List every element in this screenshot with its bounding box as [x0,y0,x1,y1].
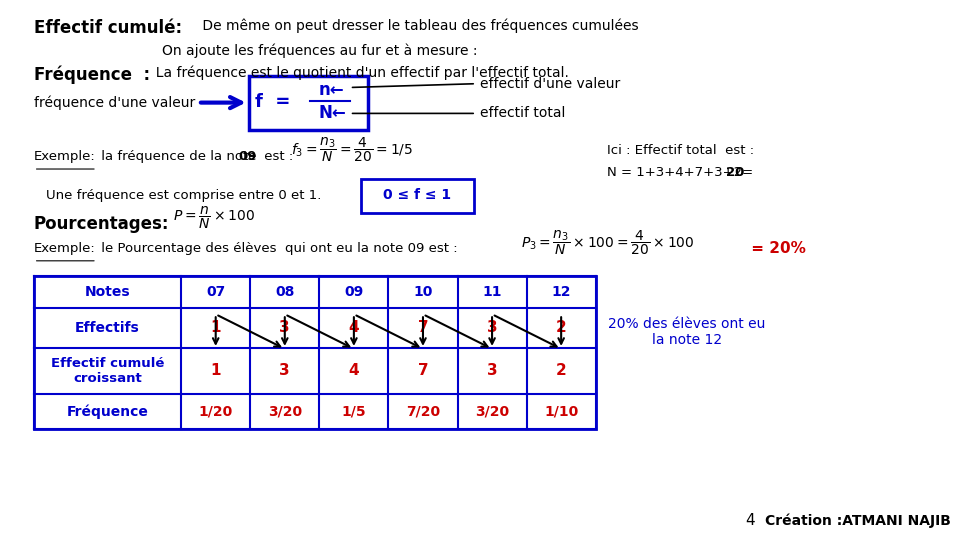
Text: Notes: Notes [84,285,131,299]
Text: 3: 3 [487,320,497,335]
Text: 08: 08 [276,285,295,299]
Text: = 20%: = 20% [746,241,805,256]
Text: 1: 1 [210,320,221,335]
Text: 1/5: 1/5 [342,405,366,418]
Text: 7: 7 [418,320,428,335]
Text: $f_3 = \dfrac{n_3}{N} = \dfrac{4}{20} = 1/5$: $f_3 = \dfrac{n_3}{N} = \dfrac{4}{20} = … [291,136,413,165]
Text: La fréquence est le quotient d'un effectif par l'effectif total.: La fréquence est le quotient d'un effect… [148,66,569,80]
Text: effectif d'une valeur: effectif d'une valeur [480,77,620,91]
Text: 20: 20 [727,166,745,179]
Text: Pourcentages:: Pourcentages: [34,214,169,233]
Text: Effectif cumulé:: Effectif cumulé: [34,19,181,37]
Text: 4: 4 [348,363,359,379]
Text: $P = \dfrac{n}{N} \times 100$: $P = \dfrac{n}{N} \times 100$ [173,205,254,231]
Bar [34,276,596,429]
Text: Une fréquence est comprise entre 0 et 1.: Une fréquence est comprise entre 0 et 1. [46,189,322,202]
Text: 07: 07 [206,285,226,299]
Text: 3: 3 [487,363,497,379]
Text: Fréquence  :: Fréquence : [34,66,150,84]
Text: n←: n← [319,81,344,99]
Text: 4: 4 [348,320,359,335]
Text: Effectifs: Effectifs [75,321,140,335]
Text: 3: 3 [279,320,290,335]
Text: 7/20: 7/20 [406,405,440,418]
Text: 7: 7 [418,363,428,379]
Text: la fréquence de la note: la fréquence de la note [97,150,261,163]
Text: Effectif cumulé
croissant: Effectif cumulé croissant [51,357,164,385]
Text: Ici : Effectif total  est :: Ici : Effectif total est : [607,144,754,157]
Text: 1/10: 1/10 [544,405,578,418]
Text: Exemple:: Exemple: [34,242,95,255]
Text: f  =: f = [255,92,291,111]
FancyBboxPatch shape [361,179,473,213]
Text: effectif total: effectif total [480,106,565,120]
Text: On ajoute les fréquences au fur et à mesure :: On ajoute les fréquences au fur et à mes… [162,43,478,58]
Text: le Pourcentage des élèves  qui ont eu la note 09 est :: le Pourcentage des élèves qui ont eu la … [97,242,458,255]
Text: 09: 09 [238,150,257,163]
Text: 20% des élèves ont eu
la note 12: 20% des élèves ont eu la note 12 [608,317,765,347]
Text: $P_3 = \dfrac{n_3}{N} \times 100 = \dfrac{4}{20} \times 100$: $P_3 = \dfrac{n_3}{N} \times 100 = \dfra… [520,228,694,258]
Text: 2: 2 [556,320,566,335]
Text: N←: N← [319,104,347,123]
Text: est :: est : [259,150,297,163]
Text: 3/20: 3/20 [475,405,509,418]
Text: fréquence d'une valeur: fréquence d'une valeur [34,96,195,110]
Text: 3: 3 [279,363,290,379]
Text: 3/20: 3/20 [268,405,301,418]
Text: 1/20: 1/20 [199,405,233,418]
Text: Création :ATMANI NAJIB: Création :ATMANI NAJIB [765,514,951,528]
Text: N = 1+3+4+7+3+2=: N = 1+3+4+7+3+2= [607,166,753,179]
Text: 1: 1 [210,363,221,379]
Text: De même on peut dresser le tableau des fréquences cumulées: De même on peut dresser le tableau des f… [198,19,638,33]
FancyBboxPatch shape [249,76,369,130]
Text: 2: 2 [556,363,566,379]
Text: Fréquence: Fréquence [66,404,149,419]
Text: 09: 09 [345,285,364,299]
Text: 10: 10 [414,285,433,299]
Text: Exemple:: Exemple: [34,150,95,163]
Text: 12: 12 [551,285,571,299]
Text: 0 ≤ f ≤ 1: 0 ≤ f ≤ 1 [383,188,451,202]
Text: 4: 4 [746,513,756,528]
Text: 11: 11 [482,285,502,299]
